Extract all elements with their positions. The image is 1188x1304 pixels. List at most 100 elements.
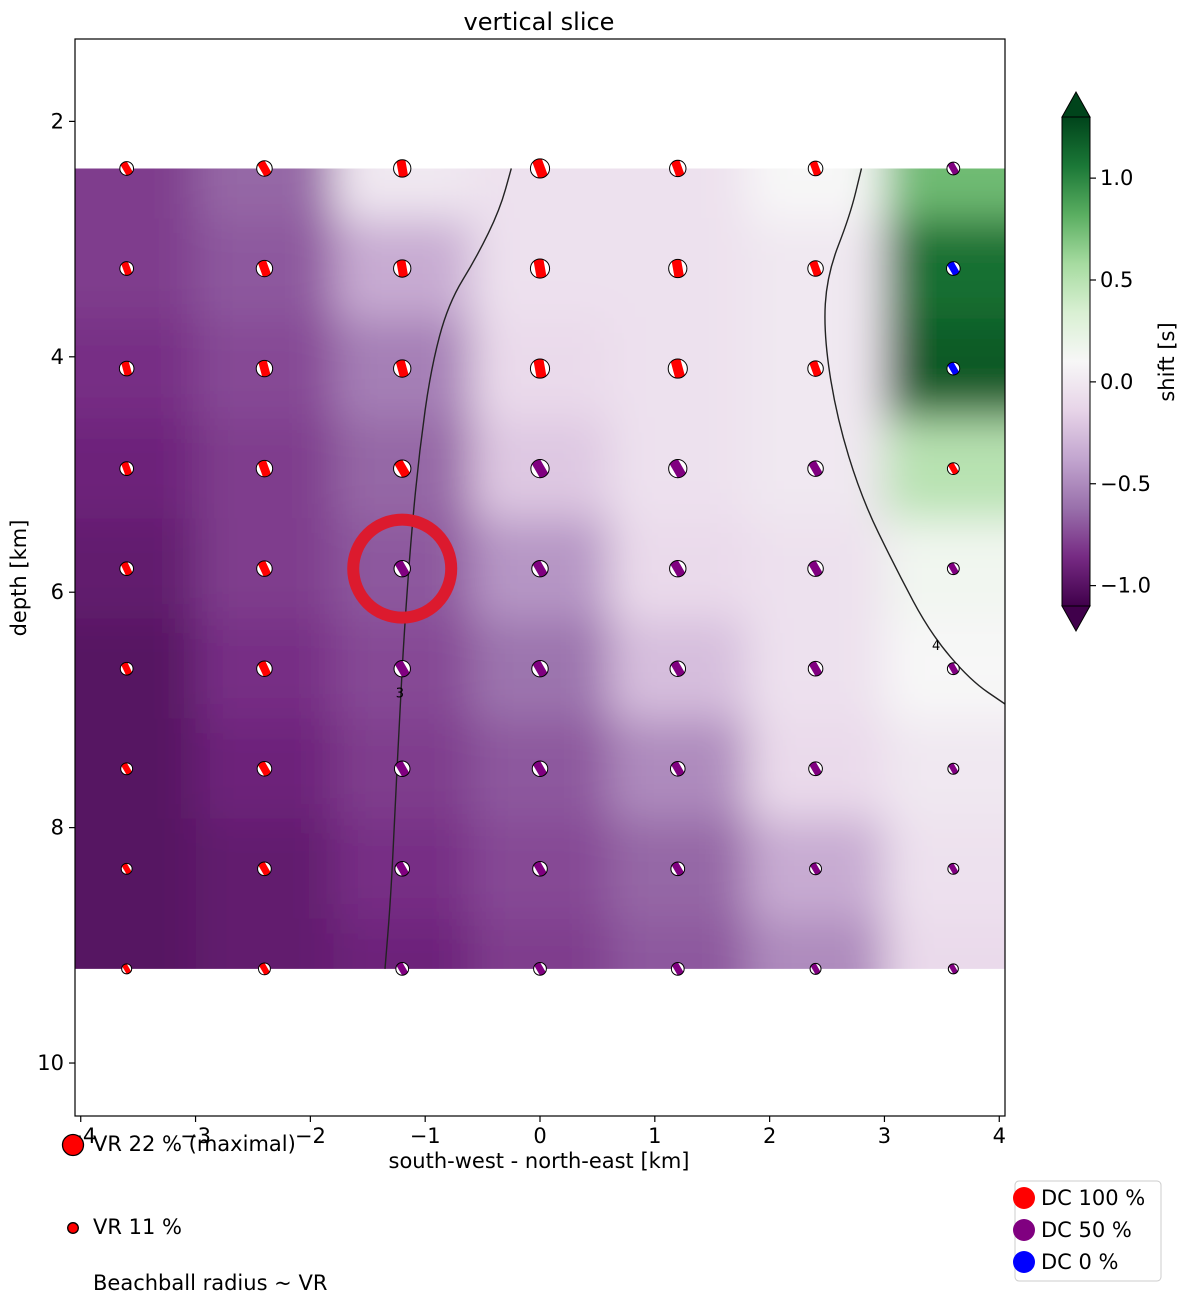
colorbar-tick-label: 1.0	[1100, 166, 1133, 190]
beachball	[393, 159, 412, 178]
heat-cell	[471, 918, 610, 969]
dc-legend-label-0: DC 0 %	[1041, 1250, 1119, 1274]
heat-cell	[333, 918, 473, 969]
beachball	[531, 660, 549, 678]
beachball	[532, 861, 548, 877]
shift-field	[75, 168, 1005, 969]
beachball	[118, 360, 135, 377]
best-solution-marker	[347, 513, 458, 624]
heat-cell	[75, 918, 197, 969]
beachball	[669, 760, 686, 777]
beachball-grid	[118, 158, 961, 976]
beachball	[946, 161, 961, 176]
heat-cell	[884, 818, 1005, 920]
beachball	[807, 160, 824, 177]
beachball	[668, 258, 688, 279]
heat-cell	[75, 318, 197, 420]
x-axis-label: south-west - north-east [km]	[389, 1149, 690, 1173]
beachball	[119, 161, 135, 176]
beachball	[120, 762, 134, 776]
colorbar-tick-label: −1.0	[1100, 574, 1151, 598]
x-tick-label: 0	[533, 1124, 546, 1148]
heat-cell	[884, 618, 1005, 720]
beachball	[670, 861, 686, 877]
beachball	[119, 661, 134, 676]
dc-legend-marker-0	[1013, 1251, 1035, 1273]
x-tick-label: −2	[295, 1124, 326, 1148]
beachball	[946, 562, 960, 576]
beachball	[669, 660, 687, 677]
beachball	[947, 762, 960, 775]
y-tick-label: 4	[51, 345, 64, 369]
beachball	[807, 660, 824, 677]
beachball	[670, 961, 685, 976]
heat-cell	[75, 618, 197, 720]
beachball	[256, 160, 273, 177]
beachball	[529, 158, 551, 179]
beachball	[809, 962, 822, 975]
heat-cell	[884, 318, 1005, 420]
beachball	[807, 360, 824, 377]
heat-cell	[884, 218, 1005, 320]
beachball	[393, 359, 412, 378]
beachball	[255, 459, 274, 478]
dc-legend-label-50: DC 50 %	[1041, 1218, 1132, 1242]
beachball	[531, 559, 549, 578]
chart-title: vertical slice	[464, 8, 615, 36]
beachball	[394, 861, 411, 877]
heat-cell	[75, 218, 197, 320]
colorbar-label: shift [s]	[1155, 322, 1179, 401]
heat-cell	[608, 918, 748, 969]
beachball	[808, 761, 823, 777]
heat-cell	[75, 168, 197, 220]
contour-lines: 34	[384, 168, 1005, 969]
colorbar-tick-label: −0.5	[1100, 472, 1151, 496]
beachball	[256, 560, 273, 577]
beachball	[395, 961, 410, 976]
colorbar-extend-max	[1061, 90, 1091, 118]
heat-cell	[884, 518, 1005, 620]
beachball	[393, 459, 412, 478]
beachball	[257, 861, 272, 877]
beachball	[668, 459, 688, 479]
heat-cell	[746, 918, 886, 969]
colorbar-tick-label: 0.5	[1100, 268, 1133, 292]
colorbar-tick-label: 0.0	[1100, 370, 1133, 394]
colorbar-extend-min	[1061, 605, 1091, 633]
beachball	[809, 862, 822, 876]
x-tick-label: 4	[993, 1124, 1006, 1148]
heat-cell	[884, 168, 1005, 220]
beachball	[393, 259, 412, 278]
x-tick-label: −1	[410, 1124, 441, 1148]
beachball	[530, 459, 550, 479]
contour-line	[824, 168, 1005, 705]
x-tick-label: 1	[648, 1124, 661, 1148]
beachball	[256, 760, 273, 777]
colorbar-ticks: −1.0 −0.5 0.0 0.5 1.0	[1090, 166, 1151, 598]
dc-legend-label-100: DC 100 %	[1041, 1186, 1145, 1210]
beachball	[669, 159, 687, 178]
beachball	[256, 660, 273, 677]
size-legend-label-min: VR 11 %	[93, 1215, 182, 1239]
beachball	[807, 260, 824, 277]
size-legend: VR 22 % (maximal) VR 11 % Beachball radi…	[61, 1132, 327, 1295]
y-tick-label: 10	[37, 1051, 64, 1075]
y-axis: 2 4 6 8 10	[37, 109, 75, 1075]
heat-cell	[746, 168, 886, 220]
heat-cell	[195, 918, 335, 969]
beachball	[393, 760, 411, 778]
beachball	[255, 359, 274, 378]
beachball	[393, 660, 411, 678]
contour-label: 4	[932, 639, 940, 654]
size-legend-marker-min	[67, 1222, 79, 1234]
y-tick-label: 2	[51, 109, 64, 133]
x-tick-label: −3	[180, 1124, 211, 1148]
heat-cell	[75, 718, 197, 820]
beachball	[531, 760, 549, 778]
size-legend-marker-max	[61, 1133, 85, 1157]
beachball	[258, 962, 271, 976]
beachball	[947, 963, 959, 975]
beachball	[255, 259, 274, 278]
beachball	[669, 559, 687, 578]
